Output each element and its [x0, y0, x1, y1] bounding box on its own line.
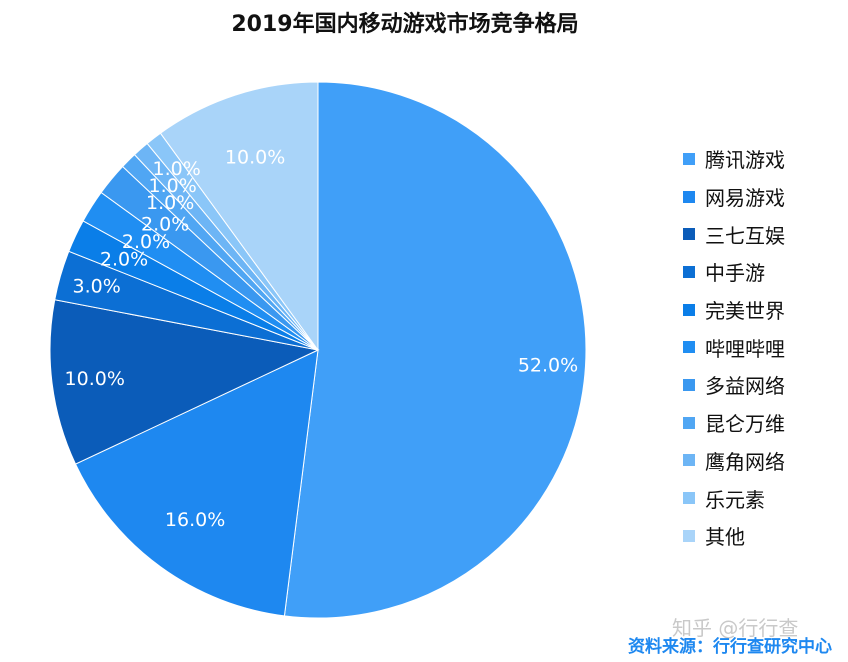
legend-label: 乐元素	[705, 487, 765, 512]
pie-labels: 52.0%16.0%10.0%3.0%2.0%2.0%2.0%1.0%1.0%1…	[65, 146, 579, 531]
pie-slices	[49, 81, 587, 619]
source-note: 资料来源：行行查研究中心	[628, 637, 832, 657]
legend-item: 昆仑万维	[683, 404, 785, 442]
legend-item: 腾讯游戏	[683, 140, 785, 178]
slice-value-label: 10.0%	[65, 368, 125, 390]
legend-swatch	[683, 492, 695, 505]
slice-value-label: 2.0%	[100, 249, 148, 271]
legend-item: 网易游戏	[683, 178, 785, 216]
slice-value-label: 52.0%	[518, 355, 578, 377]
legend-label: 哔哩哔哩	[705, 336, 785, 361]
legend-item: 中手游	[683, 253, 785, 291]
slice-value-label: 10.0%	[225, 146, 285, 168]
legend-item: 完美世界	[683, 291, 785, 329]
legend-item: 其他	[683, 517, 785, 555]
legend-label: 多益网络	[705, 374, 785, 399]
slice-value-label: 2.0%	[122, 231, 170, 253]
legend-swatch	[683, 190, 695, 203]
slice-value-label: 1.0%	[146, 192, 194, 214]
legend-swatch	[683, 378, 695, 391]
legend-swatch	[683, 265, 695, 278]
legend-swatch	[683, 152, 695, 165]
legend-item: 哔哩哔哩	[683, 328, 785, 366]
pie-slice	[49, 299, 320, 465]
legend-item: 多益网络	[683, 366, 785, 404]
pie-slice	[159, 81, 319, 352]
legend-item: 乐元素	[683, 479, 785, 517]
legend: 腾讯游戏网易游戏三七互娱中手游完美世界哔哩哔哩多益网络昆仑万维鹰角网络乐元素其他	[683, 140, 785, 555]
slice-value-label: 1.0%	[149, 175, 197, 197]
slice-value-label: 2.0%	[141, 214, 189, 236]
legend-label: 其他	[705, 525, 745, 550]
legend-label: 中手游	[705, 261, 765, 286]
watermark: 知乎 @行行查	[672, 616, 799, 640]
legend-item: 三七互娱	[683, 215, 785, 253]
slice-value-label: 16.0%	[165, 509, 225, 531]
pie-slice	[74, 349, 319, 617]
slice-value-label: 3.0%	[73, 276, 121, 298]
chart-title: 2019年国内移动游戏市场竞争格局	[231, 12, 579, 37]
legend-swatch	[683, 303, 695, 316]
legend-item: 鹰角网络	[683, 442, 785, 480]
legend-label: 鹰角网络	[705, 449, 785, 474]
legend-label: 三七互娱	[705, 223, 785, 248]
legend-label: 昆仑万维	[705, 412, 785, 437]
pie-slice	[283, 81, 587, 619]
slice-value-label: 1.0%	[153, 158, 201, 180]
legend-swatch	[683, 228, 695, 241]
legend-label: 网易游戏	[705, 186, 785, 211]
legend-label: 完美世界	[705, 299, 785, 324]
legend-swatch	[683, 416, 695, 429]
legend-swatch	[683, 454, 695, 467]
legend-swatch	[683, 341, 695, 354]
legend-label: 腾讯游戏	[705, 148, 785, 173]
legend-swatch	[683, 529, 695, 542]
